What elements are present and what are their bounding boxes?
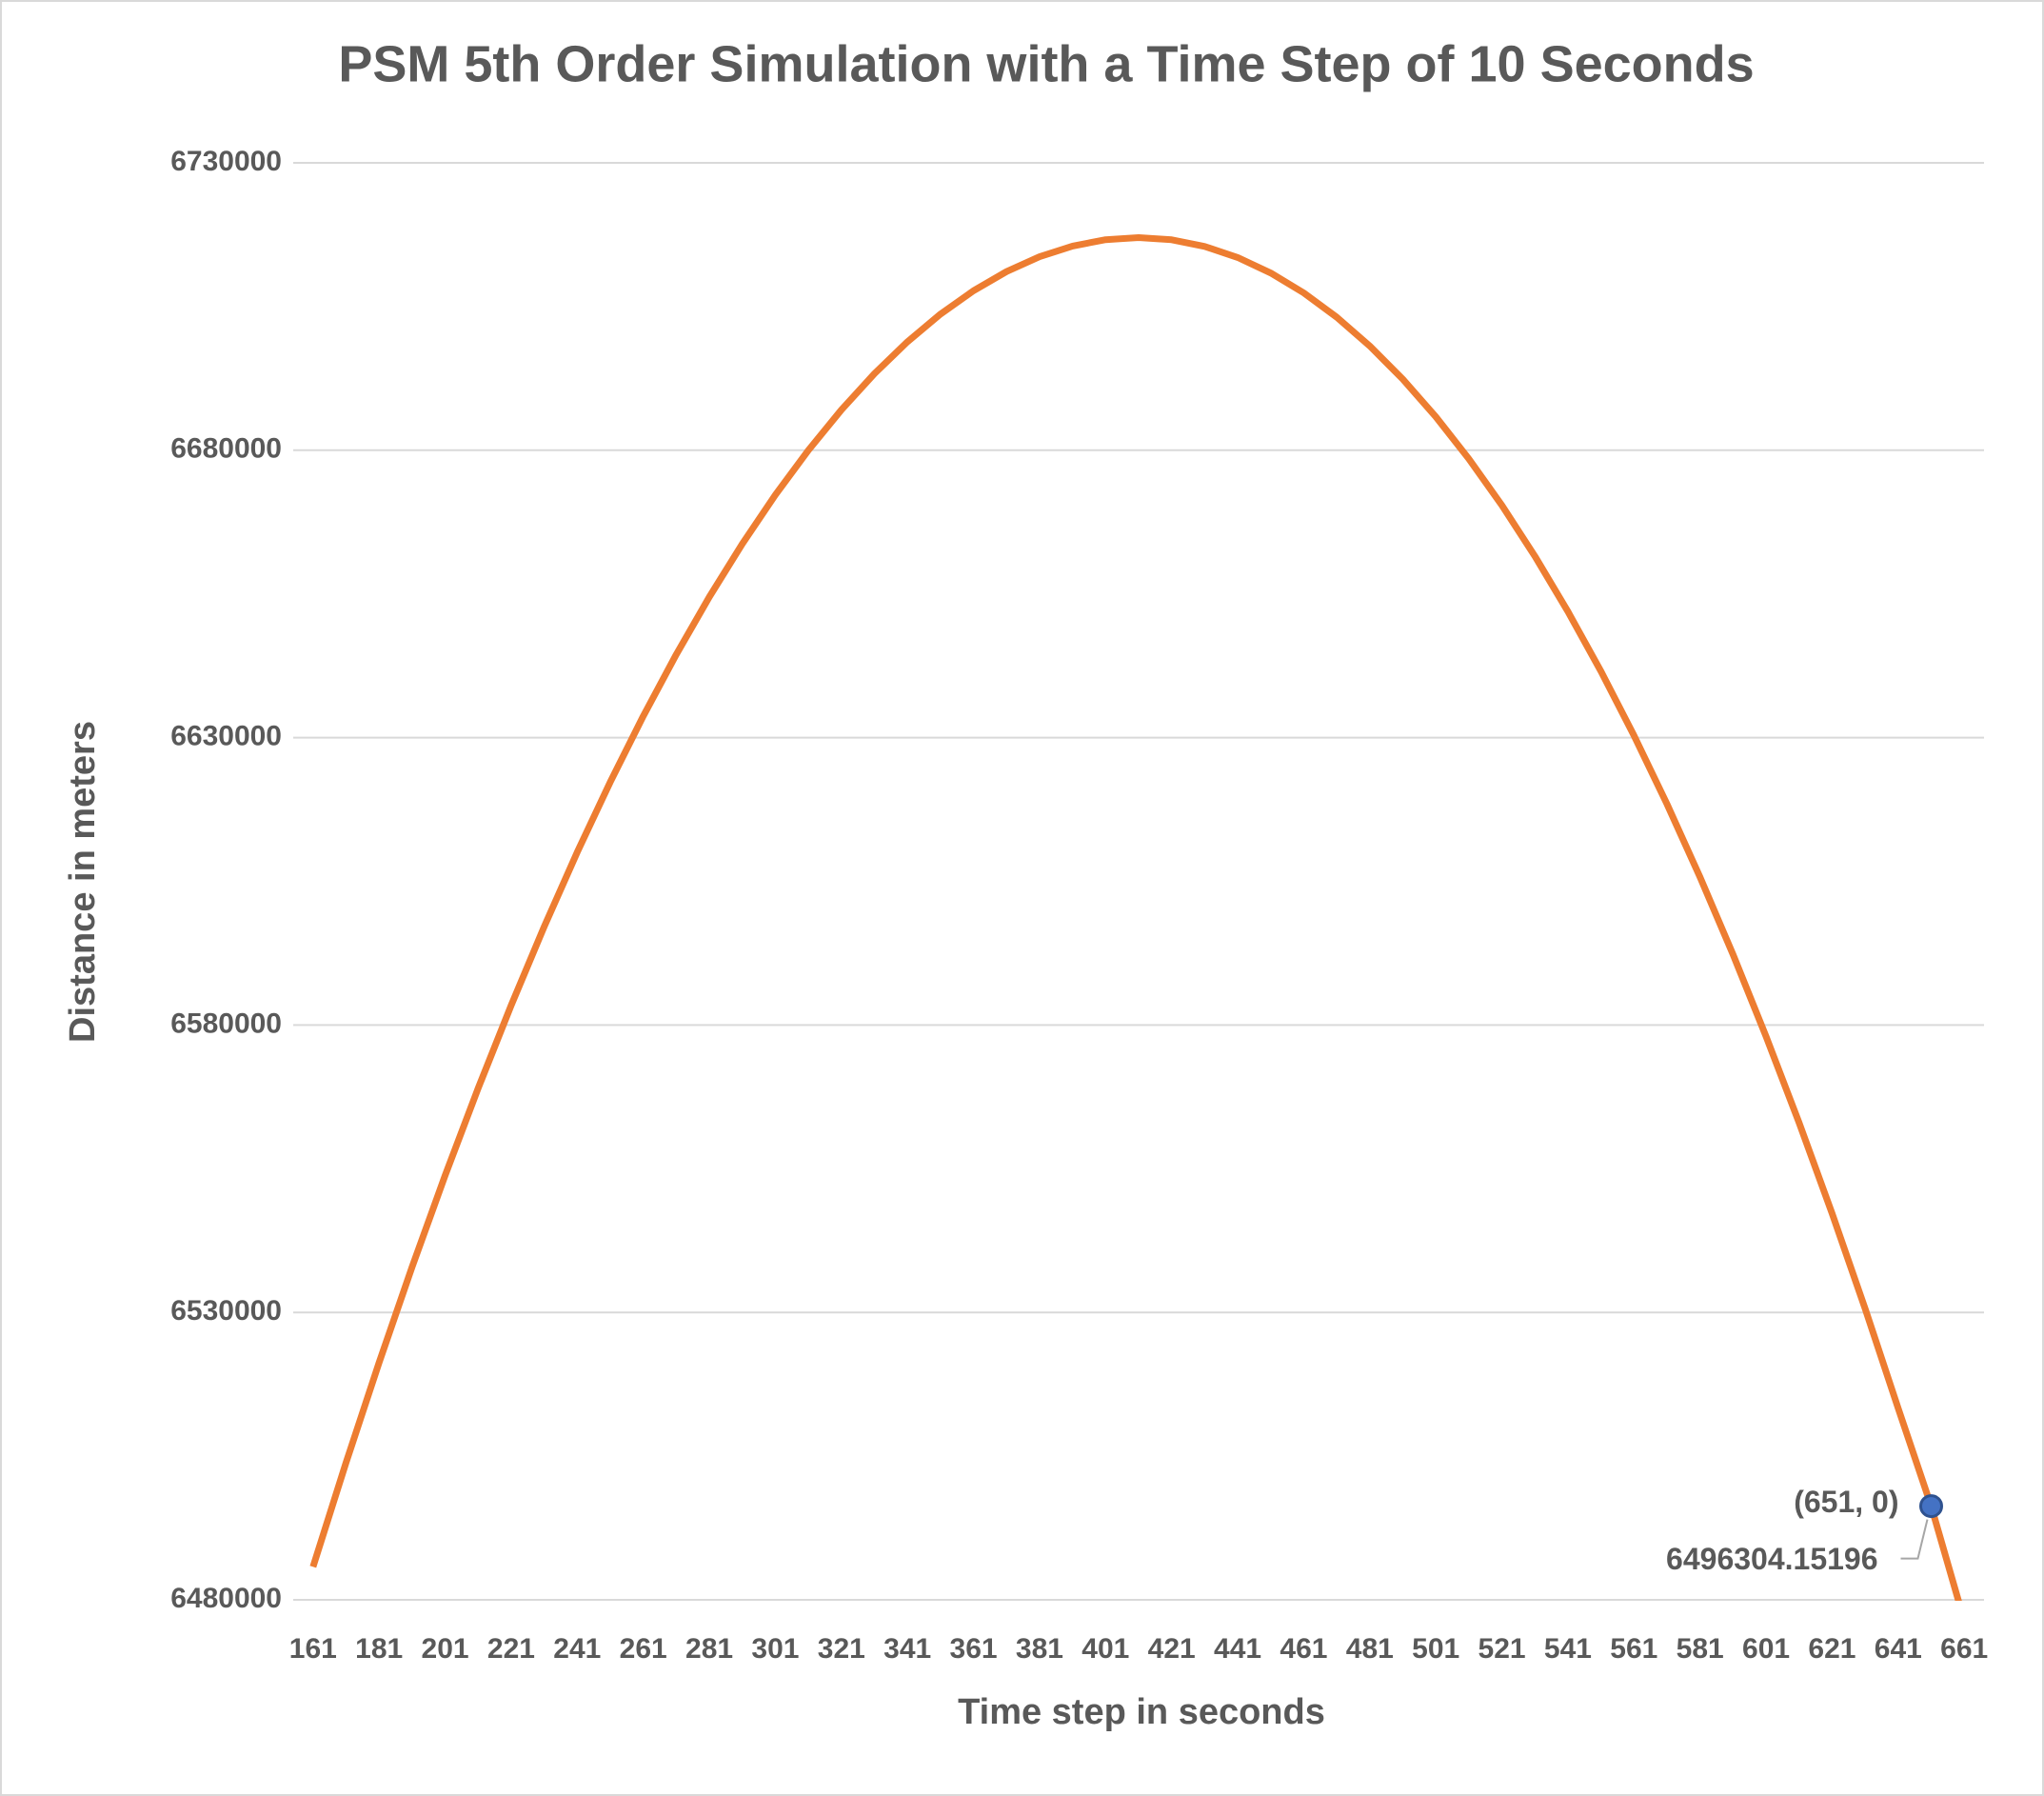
- x-tick-label: 441: [1214, 1633, 1261, 1665]
- x-tick-label: 481: [1346, 1633, 1394, 1665]
- x-tick-label: 561: [1610, 1633, 1657, 1665]
- x-tick-label: 321: [818, 1633, 865, 1665]
- x-tick-label: 241: [553, 1633, 601, 1665]
- y-tick-label: 6730000: [170, 146, 282, 177]
- x-tick-label: 621: [1808, 1633, 1855, 1665]
- x-tick-label: 201: [422, 1633, 469, 1665]
- x-tick-label: 381: [1016, 1633, 1063, 1665]
- point-value-label: 6496304.15196: [1666, 1542, 1877, 1576]
- y-tick-label: 6580000: [170, 1008, 282, 1039]
- chart-title: PSM 5th Order Simulation with a Time Ste…: [338, 35, 1754, 92]
- x-tick-label: 161: [289, 1633, 337, 1665]
- x-tick-label: 221: [487, 1633, 535, 1665]
- y-tick-label: 6630000: [170, 721, 282, 752]
- x-tick-label: 581: [1677, 1633, 1724, 1665]
- x-tick-label: 301: [751, 1633, 799, 1665]
- x-tick-label: 361: [950, 1633, 998, 1665]
- x-axis-title: Time step in seconds: [958, 1692, 1325, 1732]
- y-tick-label: 6530000: [170, 1295, 282, 1327]
- x-tick-label: 281: [685, 1633, 733, 1665]
- highlight-point: [1919, 1494, 1943, 1519]
- x-tick-label: 661: [1940, 1633, 1988, 1665]
- x-tick-label: 501: [1412, 1633, 1459, 1665]
- point-label: (651, 0): [1794, 1485, 1898, 1519]
- y-tick-label: 6480000: [170, 1583, 282, 1614]
- y-tick-label: 6680000: [170, 433, 282, 465]
- x-tick-label: 341: [883, 1633, 931, 1665]
- label-leader: [1900, 1519, 1929, 1560]
- x-tick-label: 521: [1478, 1633, 1526, 1665]
- x-tick-label: 261: [620, 1633, 667, 1665]
- x-tick-label: 181: [355, 1633, 403, 1665]
- x-tick-label: 401: [1082, 1633, 1129, 1665]
- line-series: [309, 233, 1962, 1601]
- x-tick-label: 541: [1544, 1633, 1592, 1665]
- x-tick-label: 461: [1280, 1633, 1327, 1665]
- y-axis-title: Distance in meters: [63, 721, 103, 1043]
- x-tick-label: 421: [1148, 1633, 1196, 1665]
- x-tick-label: 641: [1875, 1633, 1922, 1665]
- x-tick-label: 601: [1742, 1633, 1790, 1665]
